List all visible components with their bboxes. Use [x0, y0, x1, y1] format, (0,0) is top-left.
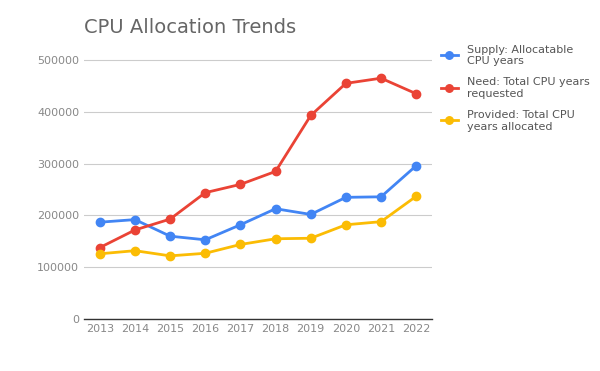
Provided: Total CPU
years allocated: (2.01e+03, 1.32e+05): Total CPU years allocated: (2.01e+03, 1.… [131, 249, 139, 253]
Provided: Total CPU
years allocated: (2.02e+03, 1.44e+05): Total CPU years allocated: (2.02e+03, 1.… [237, 242, 244, 247]
Need: Total CPU years
requested: (2.02e+03, 2.6e+05): Total CPU years requested: (2.02e+03, 2.… [237, 182, 244, 187]
Provided: Total CPU
years allocated: (2.02e+03, 1.88e+05): Total CPU years allocated: (2.02e+03, 1.… [377, 220, 385, 224]
Need: Total CPU years
requested: (2.02e+03, 4.55e+05): Total CPU years requested: (2.02e+03, 4.… [342, 81, 349, 86]
Provided: Total CPU
years allocated: (2.02e+03, 1.56e+05): Total CPU years allocated: (2.02e+03, 1.… [307, 236, 314, 240]
Legend: Supply: Allocatable
CPU years, Need: Total CPU years
requested, Provided: Total : Supply: Allocatable CPU years, Need: Tot… [441, 45, 589, 132]
Line: Supply: Allocatable
CPU years: Supply: Allocatable CPU years [95, 161, 421, 244]
Provided: Total CPU
years allocated: (2.02e+03, 1.27e+05): Total CPU years allocated: (2.02e+03, 1.… [202, 251, 209, 256]
Provided: Total CPU
years allocated: (2.02e+03, 1.22e+05): Total CPU years allocated: (2.02e+03, 1.… [167, 254, 174, 258]
Provided: Total CPU
years allocated: (2.01e+03, 1.26e+05): Total CPU years allocated: (2.01e+03, 1.… [96, 252, 103, 256]
Need: Total CPU years
requested: (2.02e+03, 4.65e+05): Total CPU years requested: (2.02e+03, 4.… [377, 76, 385, 81]
Supply: Allocatable
CPU years: (2.02e+03, 1.6e+05): Allocatable CPU years: (2.02e+03, 1.6e+0… [167, 234, 174, 239]
Need: Total CPU years
requested: (2.02e+03, 2.44e+05): Total CPU years requested: (2.02e+03, 2.… [202, 190, 209, 195]
Need: Total CPU years
requested: (2.02e+03, 2.85e+05): Total CPU years requested: (2.02e+03, 2.… [272, 169, 279, 174]
Need: Total CPU years
requested: (2.02e+03, 1.93e+05): Total CPU years requested: (2.02e+03, 1.… [167, 217, 174, 221]
Provided: Total CPU
years allocated: (2.02e+03, 1.55e+05): Total CPU years allocated: (2.02e+03, 1.… [272, 237, 279, 241]
Text: CPU Allocation Trends: CPU Allocation Trends [84, 19, 296, 37]
Supply: Allocatable
CPU years: (2.02e+03, 2.35e+05): Allocatable CPU years: (2.02e+03, 2.35e+… [342, 195, 349, 200]
Supply: Allocatable
CPU years: (2.01e+03, 1.87e+05): Allocatable CPU years: (2.01e+03, 1.87e+… [96, 220, 103, 224]
Provided: Total CPU
years allocated: (2.02e+03, 2.37e+05): Total CPU years allocated: (2.02e+03, 2.… [413, 194, 420, 198]
Supply: Allocatable
CPU years: (2.02e+03, 2.13e+05): Allocatable CPU years: (2.02e+03, 2.13e+… [272, 207, 279, 211]
Need: Total CPU years
requested: (2.02e+03, 3.93e+05): Total CPU years requested: (2.02e+03, 3.… [307, 113, 314, 118]
Supply: Allocatable
CPU years: (2.01e+03, 1.92e+05): Allocatable CPU years: (2.01e+03, 1.92e+… [131, 217, 139, 222]
Supply: Allocatable
CPU years: (2.02e+03, 1.53e+05): Allocatable CPU years: (2.02e+03, 1.53e+… [202, 237, 209, 242]
Supply: Allocatable
CPU years: (2.02e+03, 2.36e+05): Allocatable CPU years: (2.02e+03, 2.36e+… [377, 194, 385, 199]
Need: Total CPU years
requested: (2.01e+03, 1.72e+05): Total CPU years requested: (2.01e+03, 1.… [131, 228, 139, 232]
Line: Need: Total CPU years
requested: Need: Total CPU years requested [95, 74, 421, 252]
Provided: Total CPU
years allocated: (2.02e+03, 1.82e+05): Total CPU years allocated: (2.02e+03, 1.… [342, 223, 349, 227]
Supply: Allocatable
CPU years: (2.02e+03, 1.82e+05): Allocatable CPU years: (2.02e+03, 1.82e+… [237, 223, 244, 227]
Supply: Allocatable
CPU years: (2.02e+03, 2.02e+05): Allocatable CPU years: (2.02e+03, 2.02e+… [307, 212, 314, 217]
Need: Total CPU years
requested: (2.01e+03, 1.38e+05): Total CPU years requested: (2.01e+03, 1.… [96, 245, 103, 250]
Supply: Allocatable
CPU years: (2.02e+03, 2.96e+05): Allocatable CPU years: (2.02e+03, 2.96e+… [413, 164, 420, 168]
Line: Provided: Total CPU
years allocated: Provided: Total CPU years allocated [95, 192, 421, 260]
Need: Total CPU years
requested: (2.02e+03, 4.35e+05): Total CPU years requested: (2.02e+03, 4.… [413, 92, 420, 96]
